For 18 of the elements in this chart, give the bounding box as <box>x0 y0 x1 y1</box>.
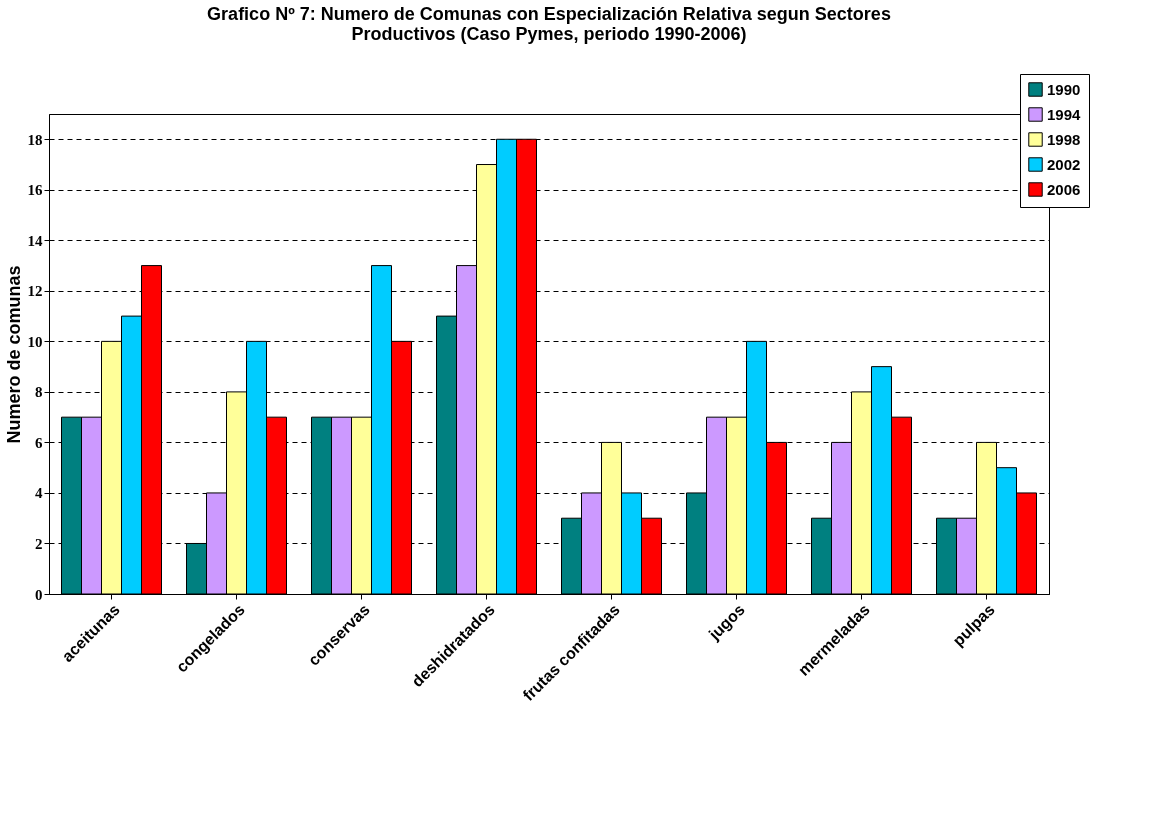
legend-label: 2002 <box>1047 155 1081 173</box>
text: Grafico Nº 7: Numero de Comunas con Especialización Relativa segun Sectores <box>207 3 891 24</box>
y-tick-label: 12 <box>27 283 43 300</box>
text: Productivos (Caso Pymes, periodo 1990-2006) <box>351 23 747 44</box>
legend-label: 1990 <box>1047 80 1081 98</box>
y-tick-label: 6 <box>35 434 43 451</box>
y-tick-label: 0 <box>35 586 43 603</box>
legend-label: 1998 <box>1047 130 1081 148</box>
y-tick-label: 10 <box>27 333 43 350</box>
legend-label: 2006 <box>1047 180 1081 198</box>
y-tick-label: 16 <box>27 182 43 199</box>
y-tick-label: 2 <box>35 535 43 552</box>
y-tick-label: 18 <box>27 131 43 148</box>
y-tick-label: 14 <box>27 232 43 249</box>
y-tick-label: 8 <box>35 384 43 401</box>
y-tick-label: 4 <box>35 485 43 502</box>
legend-label: 1994 <box>1047 105 1082 123</box>
y-axis-title: Numero de comunas <box>3 265 24 444</box>
